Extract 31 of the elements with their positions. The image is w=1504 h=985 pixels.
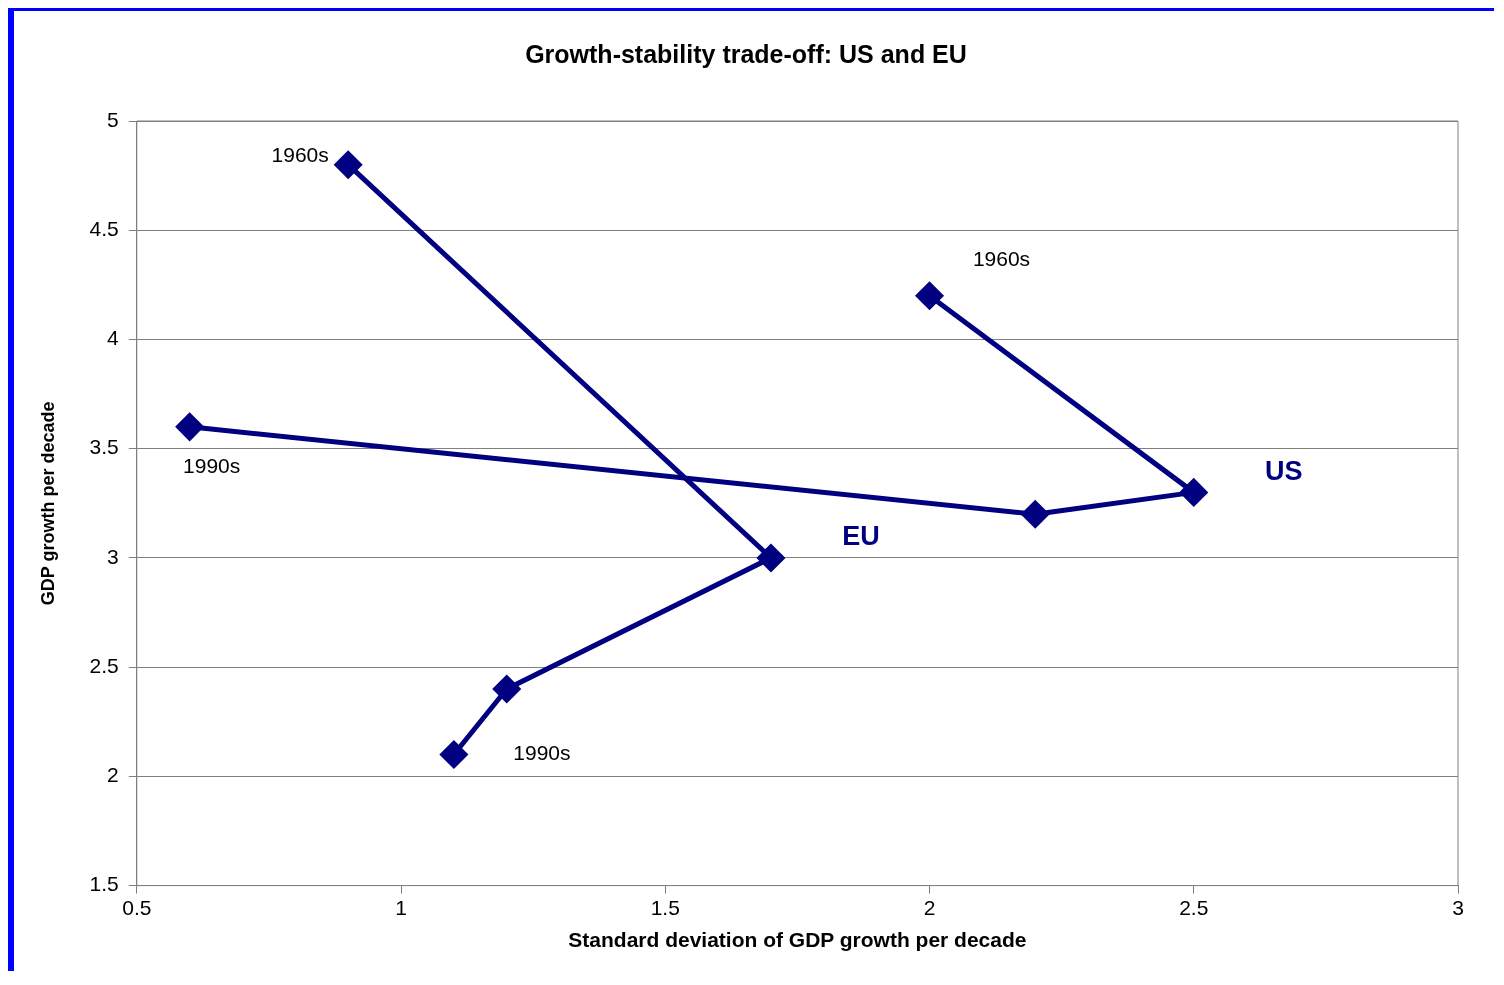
annotation: 1990s	[183, 453, 241, 477]
point	[757, 544, 785, 572]
x-tick-label: 0.5	[122, 896, 152, 919]
y-tick-label: 1.5	[89, 872, 119, 896]
point	[493, 675, 521, 703]
text: US	[1265, 455, 1303, 486]
point	[916, 282, 944, 310]
chart-title: Growth-stability trade-off: US and EU	[525, 39, 967, 68]
text: EU	[842, 521, 880, 552]
annotation: 1960s	[972, 246, 1031, 270]
y-tick-label: 4.5	[89, 217, 119, 241]
x-tick-label: 2.5	[1179, 896, 1209, 919]
point	[1021, 500, 1049, 528]
point	[176, 413, 204, 441]
annotation: 1960s	[271, 143, 329, 167]
point	[440, 741, 468, 769]
x-tick-label: 2	[923, 896, 936, 919]
point	[1180, 478, 1208, 506]
x-tick-label: 1.5	[650, 896, 680, 919]
y-tick-label: 5	[107, 107, 119, 131]
y-tick-label: 3	[107, 544, 119, 568]
x-tick-label: 1	[395, 896, 407, 919]
y-tick-label: 3.5	[89, 435, 119, 459]
point	[334, 151, 362, 179]
x-axis-title: Standard deviation of GDP growth per decade	[568, 928, 1027, 952]
x-tick-label: 3	[1452, 896, 1464, 919]
y-tick-label: 4	[107, 326, 120, 350]
y-tick-label: 2	[107, 763, 119, 787]
annotation: 1990s	[513, 741, 571, 765]
y-axis-title: GDP growth per decade	[37, 401, 58, 606]
y-tick-label: 2.5	[89, 653, 119, 677]
